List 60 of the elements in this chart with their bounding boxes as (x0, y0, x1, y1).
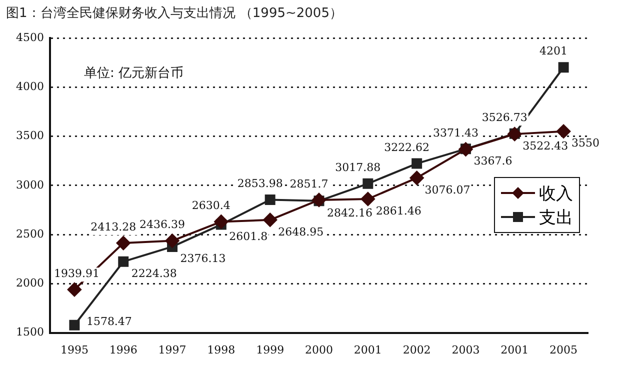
legend-label: 收入 (539, 182, 573, 205)
x-tick-label: 2000 (304, 343, 333, 356)
data-label: 3222.62 (384, 140, 430, 154)
data-label: 2436.39 (140, 218, 186, 232)
data-label: 2861.46 (376, 204, 422, 218)
point (412, 158, 422, 169)
point (69, 320, 80, 330)
data-label: 2842.16 (326, 206, 372, 220)
data-label: 2376.13 (180, 252, 226, 266)
point (410, 170, 424, 185)
data-label: 4201 (540, 44, 568, 58)
point (556, 124, 571, 138)
x-tick-label: 2005 (550, 343, 578, 356)
data-label: 3526.73 (482, 111, 528, 124)
point (118, 256, 129, 267)
y-tick-label: 4000 (16, 80, 44, 93)
y-tick-label: 4500 (16, 30, 44, 44)
data-label: 2851.7 (290, 177, 328, 190)
point (67, 282, 82, 297)
data-label: 3076.07 (424, 183, 470, 196)
x-tick-label: 2001 (500, 343, 529, 356)
data-label: 2630.4 (192, 199, 230, 212)
x-tick-label: 1997 (158, 343, 186, 356)
x-tick-label: 1998 (207, 343, 236, 356)
data-label: 3367.6 (474, 154, 512, 168)
data-label: 2601.8 (229, 230, 268, 243)
data-label: 2648.95 (278, 225, 324, 238)
point (165, 234, 180, 248)
point (263, 212, 278, 227)
point (214, 214, 228, 229)
data-label: 1578.47 (86, 315, 132, 328)
y-tick-label: 3000 (16, 178, 44, 192)
annotation: 单位: 亿元新台币 (84, 65, 184, 82)
x-tick-label: 1999 (256, 343, 284, 356)
x-tick-label: 2001 (354, 343, 382, 356)
data-label: 3550 (572, 136, 600, 150)
x-tick-label: 1995 (60, 343, 88, 356)
point (312, 192, 326, 207)
point (362, 178, 374, 189)
data-label: 1939.91 (54, 266, 100, 280)
data-label: 2224.38 (131, 266, 177, 280)
x-tick-label: 2003 (452, 343, 480, 356)
x-tick-label: 2002 (402, 343, 431, 356)
point (508, 127, 522, 142)
point (116, 236, 130, 250)
point (558, 62, 569, 73)
point (264, 194, 276, 205)
point (360, 192, 375, 206)
legend-label: 支出 (539, 206, 573, 229)
data-label: 3017.88 (335, 161, 381, 174)
data-label: 2853.98 (237, 177, 283, 190)
chart-title: 图1：台湾全民健保财务收入与支出情况 （1995~2005） (6, 5, 342, 22)
y-tick-label: 2000 (16, 276, 44, 290)
y-tick-label: 3500 (16, 129, 44, 142)
data-label: 2413.28 (90, 220, 136, 234)
y-tick-label: 2500 (16, 227, 44, 240)
y-tick-label: 1500 (16, 326, 44, 339)
data-label: 3522.43 (522, 139, 568, 152)
data-label: 3371.43 (432, 126, 478, 140)
x-tick-label: 1996 (109, 343, 138, 356)
